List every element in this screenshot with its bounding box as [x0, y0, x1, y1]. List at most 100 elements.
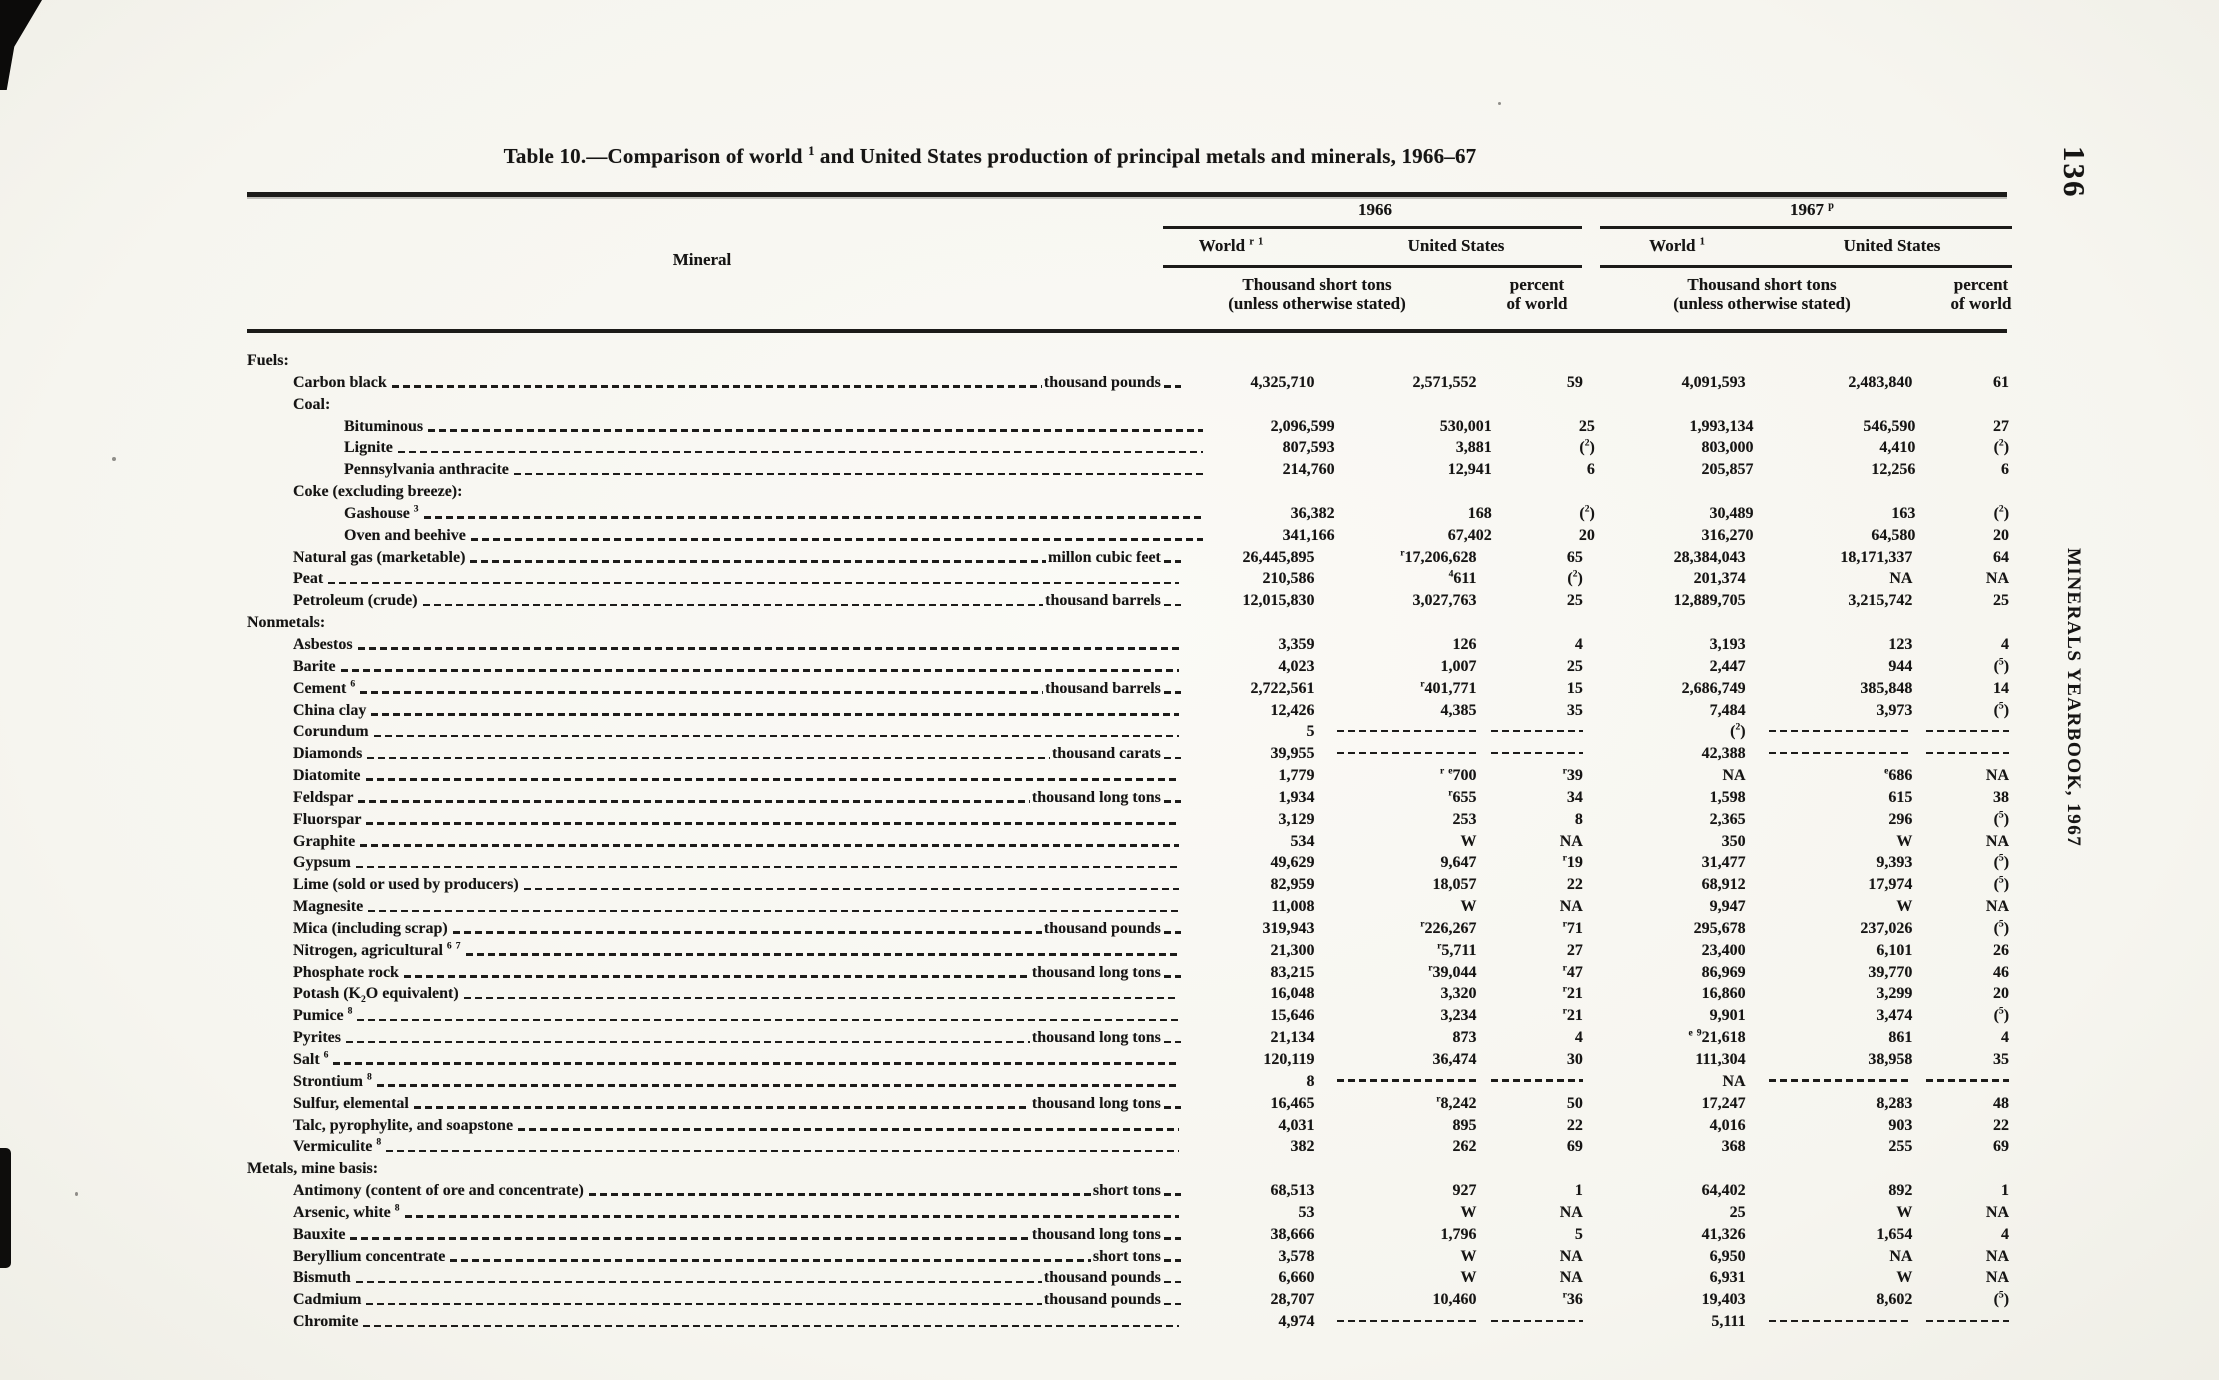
row-label-cell: Bauxite thousand long tons	[247, 1226, 1181, 1244]
table-body: Fuels: Carbon black thousand pounds 4,325,7…	[247, 352, 2010, 1335]
cell-1967-world: 64,402	[1701, 1182, 1746, 1200]
row-label-cell: Diamonds thousand carats	[247, 745, 1181, 763]
dot-leader	[333, 1062, 1179, 1065]
table-top-rule	[247, 192, 2007, 197]
dot-leader	[428, 428, 1203, 432]
dot-leader	[371, 712, 1179, 716]
cell-1966-world: 2,096,599	[1270, 417, 1335, 435]
row-label-cell: Phosphate rock thousand long tons	[247, 964, 1181, 982]
table-row: Gypsum 49,629 9,647 r19 31,477 9,393 (5)	[247, 854, 2009, 876]
row-label: Petroleum (crude)	[293, 592, 418, 610]
cell-1967-world: 25	[1729, 1203, 1746, 1221]
row-label: Strontium 8	[293, 1072, 372, 1090]
row-label: Graphite	[293, 832, 356, 850]
row-label-cell: Nitrogen, agricultural 6 7	[247, 942, 1181, 960]
row-unit: thousand long tons	[1031, 963, 1161, 981]
dot-leader	[357, 647, 1179, 650]
cell-1967-pct: NA	[1985, 1203, 2010, 1221]
cell-1967-us: 255	[1888, 1138, 1913, 1156]
cell-1966-world: 120,119	[1263, 1051, 1315, 1068]
cell-1967-pct: 61	[1993, 373, 2010, 391]
cell-1967-us: 6,101	[1876, 941, 1913, 959]
cell-1967-world: 803,000	[1701, 439, 1754, 457]
row-label: Cement 6	[293, 679, 356, 697]
row-label-cell: Cement 6 thousand barrels	[247, 680, 1181, 698]
table-row: Sulfur, elemental thousand long tons 16,46…	[247, 1093, 2009, 1117]
table-title: Table 10.—Comparison of world 1 and Unit…	[503, 144, 1477, 168]
row-unit: short tons	[1092, 1182, 1161, 1200]
cell-1966-us: r655	[1448, 787, 1477, 806]
cell-1967-world: NA	[1722, 767, 1746, 785]
dot-leader-tail	[1163, 800, 1181, 803]
table-row: China clay 12,426 4,385 35 7,484 3,973 (5)	[247, 701, 2009, 724]
dot-leader-tail	[1163, 691, 1181, 694]
cell-1967-world: NA	[1722, 1072, 1746, 1090]
row-label: Pennsylvania anthracite	[344, 461, 509, 479]
cell-1966-us: 168	[1467, 504, 1492, 522]
row-label: Metals, mine basis:	[247, 1160, 379, 1178]
cell-1967-world: 42,388	[1701, 745, 1746, 763]
cell-1967-world: 2,365	[1709, 810, 1746, 828]
dot-leader	[452, 931, 1042, 934]
no-data-dashes	[1491, 1319, 1583, 1323]
cell-1967-world: 7,484	[1709, 701, 1746, 719]
column-header-us-1967: United States	[1843, 236, 1941, 255]
cell-1966-pct: r39	[1562, 765, 1583, 785]
table-row: Antimony (content of ore and concentrate…	[247, 1182, 2009, 1204]
row-label: Arsenic, white 8	[293, 1203, 400, 1221]
cell-1966-pct: NA	[1559, 1203, 1583, 1221]
cell-1967-us: NA	[1889, 570, 1913, 588]
dot-leader	[386, 1149, 1179, 1153]
row-label-cell: Fuels:	[247, 352, 1157, 370]
percent-line2: of world	[1506, 294, 1568, 313]
dot-leader	[423, 516, 1203, 519]
cell-1966-world: 83,215	[1270, 963, 1315, 981]
cell-1966-world: 28,707	[1270, 1291, 1315, 1309]
cell-1967-world: 6,931	[1709, 1269, 1746, 1287]
no-data-dashes	[1491, 1079, 1583, 1082]
cell-1966-pct	[1477, 745, 1583, 763]
cell-1966-pct: 8	[1574, 810, 1583, 828]
cell-1967-pct: 26	[1993, 941, 2010, 959]
dot-leader	[413, 1106, 1030, 1109]
cell-1967-pct	[1912, 1313, 2010, 1331]
cell-1966-pct: 25	[1566, 592, 1583, 610]
cell-1967-world: 205,857	[1701, 461, 1754, 479]
cell-1966-world: 3,129	[1278, 810, 1315, 828]
cell-1967-world: 9,901	[1709, 1007, 1746, 1025]
dot-leader	[397, 450, 1203, 454]
row-label: Diamonds	[293, 745, 363, 763]
cell-1967-us	[1746, 723, 1913, 741]
table-row: Asbestos 3,359 126 4 3,193 123 4	[247, 636, 2009, 658]
dot-leader	[366, 1302, 1042, 1306]
cell-1967-pct: 20	[1993, 526, 2010, 544]
cell-1967-us: 64,580	[1871, 526, 1916, 544]
dot-leader	[391, 385, 1042, 388]
cell-1967-us: e686	[1884, 765, 1913, 785]
cell-1967-us: 892	[1888, 1182, 1913, 1200]
cell-1967-world: e 921,618	[1688, 1027, 1746, 1047]
table-row: Gashouse 3 36,382 168 (2) 30,489 163 (2)	[247, 504, 2009, 527]
no-data-dashes	[1491, 729, 1583, 733]
cell-1966-pct: NA	[1559, 898, 1583, 916]
dot-leader	[465, 953, 1179, 956]
cell-1966-world: 210,586	[1262, 570, 1315, 588]
table-row: Vermiculite 8 382 262 69 368 255 69	[247, 1138, 2009, 1160]
cell-1967-world: 4,091,593	[1681, 373, 1746, 391]
cell-1967-us: 3,474	[1876, 1007, 1913, 1025]
cell-1966-pct	[1477, 1313, 1583, 1331]
row-label-cell: Talc, pyrophylite, and soapstone	[247, 1117, 1181, 1135]
cell-1966-pct: 22	[1566, 876, 1583, 894]
cell-1966-us: 4,385	[1440, 701, 1477, 719]
rule-under-1967-sub	[1600, 265, 2012, 268]
table-row: Metals, mine basis:	[247, 1160, 2009, 1182]
cell-1966-us: r8,242	[1436, 1093, 1477, 1112]
page-number: 136	[2057, 146, 2092, 199]
cell-1967-world: 17,247	[1701, 1094, 1746, 1112]
cell-1966-us: 873	[1452, 1029, 1477, 1047]
dot-leader	[523, 887, 1179, 891]
cell-1967-pct: 4	[2001, 1225, 2010, 1243]
table-row: Cement 6 thousand barrels 2,722,561 r401,77…	[247, 679, 2009, 702]
row-label: Vermiculite 8	[293, 1138, 382, 1156]
